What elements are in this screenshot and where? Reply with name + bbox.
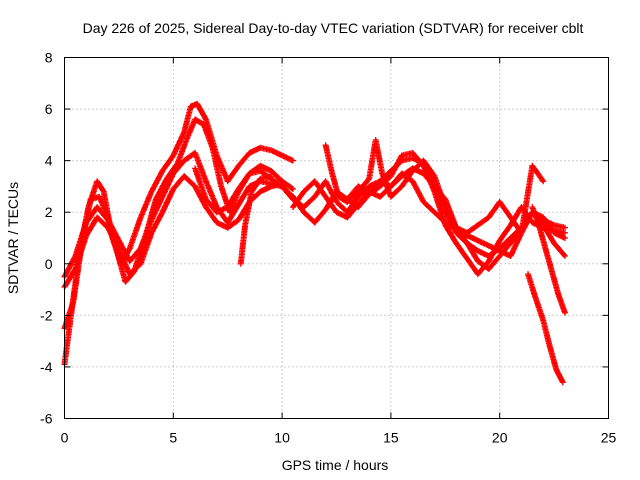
series-markers (237, 173, 275, 267)
x-tick-label: 15 (383, 430, 399, 446)
y-axis-label: SDTVAR / TECUs (5, 182, 21, 294)
y-tick-label: 0 (45, 256, 53, 272)
series-track-1 (61, 100, 296, 368)
x-axis-label: GPS time / hours (282, 457, 389, 473)
series-track-13 (529, 204, 568, 316)
series-markers (344, 162, 547, 259)
x-tick-label: 20 (492, 430, 508, 446)
axis-ticks: 0 5 10 15 20 25 -6 -4 -2 0 2 4 6 8 (40, 50, 616, 446)
y-tick-label: 4 (45, 153, 53, 169)
x-tick-label: 5 (169, 430, 177, 446)
x-tick-label: 0 (61, 430, 69, 446)
series-markers (525, 271, 566, 386)
series-track-12 (525, 271, 566, 386)
y-tick-label: -6 (40, 411, 53, 427)
data-points (61, 100, 568, 386)
x-tick-label: 25 (601, 430, 617, 446)
y-tick-label: -2 (40, 307, 53, 323)
chart-title: Day 226 of 2025, Sidereal Day-to-day VTE… (83, 20, 584, 36)
y-tick-label: -4 (40, 359, 53, 375)
series-markers (529, 204, 568, 316)
y-tick-label: 8 (45, 50, 53, 66)
x-tick-label: 10 (274, 430, 290, 446)
series-track-11 (344, 162, 547, 259)
plot-frame (64, 57, 609, 419)
y-tick-label: 6 (45, 101, 53, 117)
series-track-6 (237, 173, 275, 267)
y-tick-label: 2 (45, 204, 53, 220)
series-markers (61, 100, 296, 368)
